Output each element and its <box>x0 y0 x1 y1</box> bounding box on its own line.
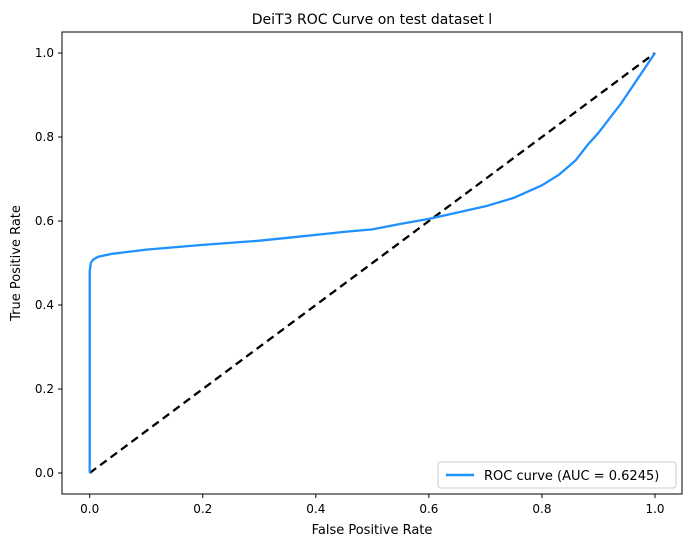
y-tick-label: 0.8 <box>35 130 54 144</box>
x-tick-label: 1.0 <box>645 502 664 516</box>
x-tick-label: 0.4 <box>306 502 325 516</box>
x-tick-label: 0.0 <box>80 502 99 516</box>
x-axis-label: False Positive Rate <box>312 523 433 538</box>
y-tick-label: 0.2 <box>35 382 54 396</box>
x-tick-label: 0.2 <box>193 502 212 516</box>
legend-label-roc: ROC curve (AUC = 0.6245) <box>484 469 659 484</box>
y-axis-label: True Positive Rate <box>9 205 24 322</box>
x-tick-label: 0.8 <box>532 502 551 516</box>
plot-frame <box>61 31 683 495</box>
legend: ROC curve (AUC = 0.6245) <box>437 461 677 489</box>
chance-line <box>89 52 656 474</box>
x-tick-label: 0.6 <box>419 502 438 516</box>
y-tick-label: 1.0 <box>35 46 54 60</box>
chart-title: DeiT3 ROC Curve on test dataset l <box>252 12 492 28</box>
y-tick-label: 0.6 <box>35 214 54 228</box>
y-tick-label: 0.4 <box>35 298 54 312</box>
roc-curve-line <box>88 52 656 473</box>
y-tick-label: 0.0 <box>35 466 54 480</box>
